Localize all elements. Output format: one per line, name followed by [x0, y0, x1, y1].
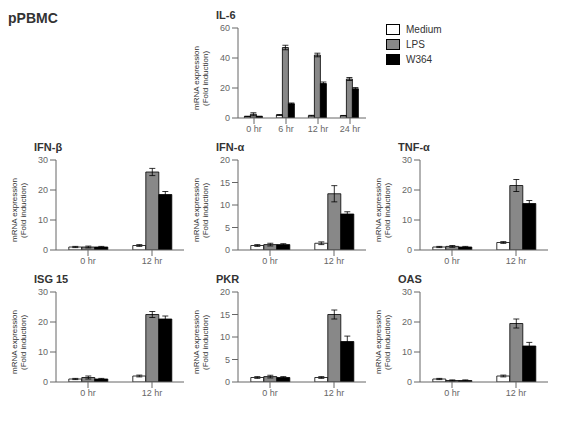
html-text:W364: W364 [406, 54, 433, 65]
svg-text:10: 10 [38, 347, 48, 357]
html-text:OAS: OAS [398, 273, 422, 285]
svg-text:0 hr: 0 hr [262, 388, 278, 398]
svg-text:5: 5 [225, 355, 230, 365]
html-text:mRNA expression (Fold inductio: mRNA expression (Fold induction) [9, 310, 28, 374]
html-text:mRNA expression (Fold inductio: mRNA expression (Fold induction) [373, 178, 392, 242]
svg-text:12 hr: 12 hr [142, 256, 163, 266]
html-text:pPBMC: pPBMC [8, 10, 58, 26]
svg-text:0 hr: 0 hr [444, 256, 460, 266]
svg-text:6 hr: 6 hr [278, 124, 294, 134]
html-text:TNF-α: TNF-α [398, 141, 430, 153]
svg-text:0: 0 [43, 245, 48, 255]
svg-text:0: 0 [225, 113, 230, 123]
svg-text:24 hr: 24 hr [340, 124, 361, 134]
svg-text:12 hr: 12 hr [324, 256, 345, 266]
svg-text:5: 5 [225, 223, 230, 233]
svg-text:0 hr: 0 hr [262, 256, 278, 266]
svg-text:40: 40 [220, 53, 230, 63]
svg-text:30: 30 [38, 155, 48, 165]
svg-text:12 hr: 12 hr [142, 388, 163, 398]
svg-text:0: 0 [225, 245, 230, 255]
svg-text:10: 10 [402, 215, 412, 225]
svg-text:20: 20 [38, 185, 48, 195]
svg-text:15: 15 [220, 178, 230, 188]
svg-text:30: 30 [402, 287, 412, 297]
svg-text:0: 0 [407, 245, 412, 255]
svg-text:0: 0 [225, 377, 230, 387]
html-text:PKR: PKR [216, 273, 240, 285]
svg-text:12 hr: 12 hr [308, 124, 329, 134]
html-text:mRNA expression (Fold inductio: mRNA expression (Fold induction) [191, 310, 210, 374]
svg-text:10: 10 [220, 332, 230, 342]
html-text:mRNA expression (Fold inductio: mRNA expression (Fold induction) [191, 46, 210, 110]
svg-text:20: 20 [220, 287, 230, 297]
html-text:Medium: Medium [406, 24, 442, 35]
svg-text:15: 15 [220, 310, 230, 320]
html-text:mRNA expression (Fold inductio: mRNA expression (Fold induction) [191, 178, 210, 242]
svg-text:0: 0 [43, 377, 48, 387]
svg-text:12 hr: 12 hr [506, 256, 527, 266]
svg-text:60: 60 [220, 23, 230, 33]
html-text:mRNA expression (Fold inductio: mRNA expression (Fold induction) [9, 178, 28, 242]
svg-text:0: 0 [407, 377, 412, 387]
svg-text:12 hr: 12 hr [506, 388, 527, 398]
html-text:IFN-α: IFN-α [216, 141, 245, 153]
svg-text:20: 20 [220, 155, 230, 165]
html-text:IL-6: IL-6 [216, 9, 236, 21]
svg-text:0 hr: 0 hr [246, 124, 262, 134]
svg-text:20: 20 [402, 185, 412, 195]
svg-text:0 hr: 0 hr [80, 256, 96, 266]
svg-text:20: 20 [402, 317, 412, 327]
html-text:ISG 15: ISG 15 [34, 273, 69, 285]
svg-text:30: 30 [402, 155, 412, 165]
html-text:IFN-β: IFN-β [34, 141, 63, 153]
svg-text:30: 30 [38, 287, 48, 297]
html-text:LPS: LPS [406, 39, 425, 50]
html-text:mRNA expression (Fold inductio: mRNA expression (Fold induction) [373, 310, 392, 374]
svg-text:0 hr: 0 hr [444, 388, 460, 398]
svg-text:10: 10 [220, 200, 230, 210]
svg-text:10: 10 [402, 347, 412, 357]
svg-text:12 hr: 12 hr [324, 388, 345, 398]
svg-text:0 hr: 0 hr [80, 388, 96, 398]
svg-text:20: 20 [220, 83, 230, 93]
svg-text:10: 10 [38, 215, 48, 225]
svg-text:20: 20 [38, 317, 48, 327]
